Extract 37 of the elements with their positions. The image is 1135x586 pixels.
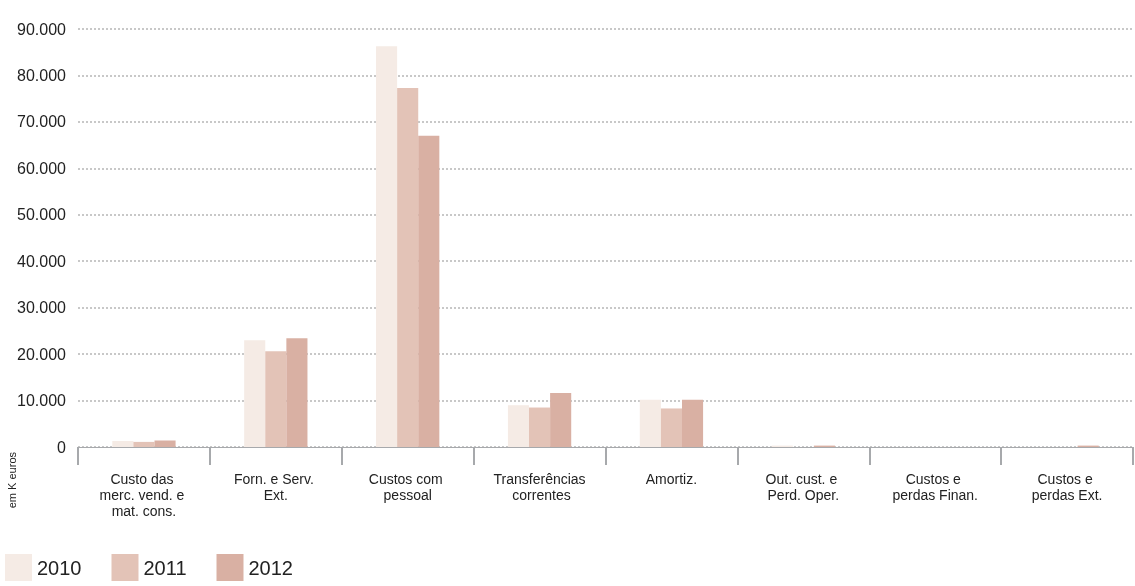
bar: [265, 351, 287, 447]
x-tick-label: Custos e perdas Finan.: [892, 471, 978, 503]
bar: [397, 87, 419, 447]
x-tick-label: Out. cust. e Perd. Oper.: [765, 471, 842, 503]
bar: [112, 440, 134, 447]
legend-label: 2011: [143, 556, 187, 579]
x-tick-label: Custo das merc. vend. e mat. cons.: [99, 471, 189, 519]
y-tick-label: 40.000: [17, 252, 67, 270]
y-tick-label: 30.000: [17, 299, 67, 317]
legend-label: 2012: [248, 556, 293, 579]
y-tick-label: 10.000: [17, 392, 67, 410]
legend-label: 2010: [37, 556, 82, 579]
bar: [507, 405, 530, 447]
x-tick-label: Custos e perdas Ext.: [1031, 471, 1103, 503]
y-axis-title: em K euros: [5, 451, 18, 509]
bar: [376, 46, 398, 447]
bar: [681, 399, 704, 447]
x-tick-label: Amortiz.: [645, 471, 698, 487]
x-tick-label: Custos com pessoal: [368, 471, 447, 503]
bar: [133, 441, 155, 447]
y-tick-label: 20.000: [17, 345, 67, 363]
x-tick-label: Transferências correntes: [493, 471, 586, 503]
y-tick-label: 50.000: [17, 206, 67, 224]
x-tick-label: Forn. e Serv. Ext.: [233, 471, 318, 503]
bar: [244, 340, 266, 447]
bar: [660, 408, 682, 447]
bar: [550, 393, 572, 447]
bar: [418, 135, 440, 447]
y-tick-label: 0: [57, 438, 67, 456]
bar: [529, 407, 551, 447]
bar: [639, 399, 661, 447]
bar: [154, 440, 176, 447]
y-tick-label: 90.000: [17, 20, 67, 38]
y-tick-label: 80.000: [17, 66, 67, 84]
y-tick-label: 60.000: [17, 159, 67, 177]
bar: [286, 338, 308, 447]
y-tick-label: 70.000: [17, 113, 67, 131]
